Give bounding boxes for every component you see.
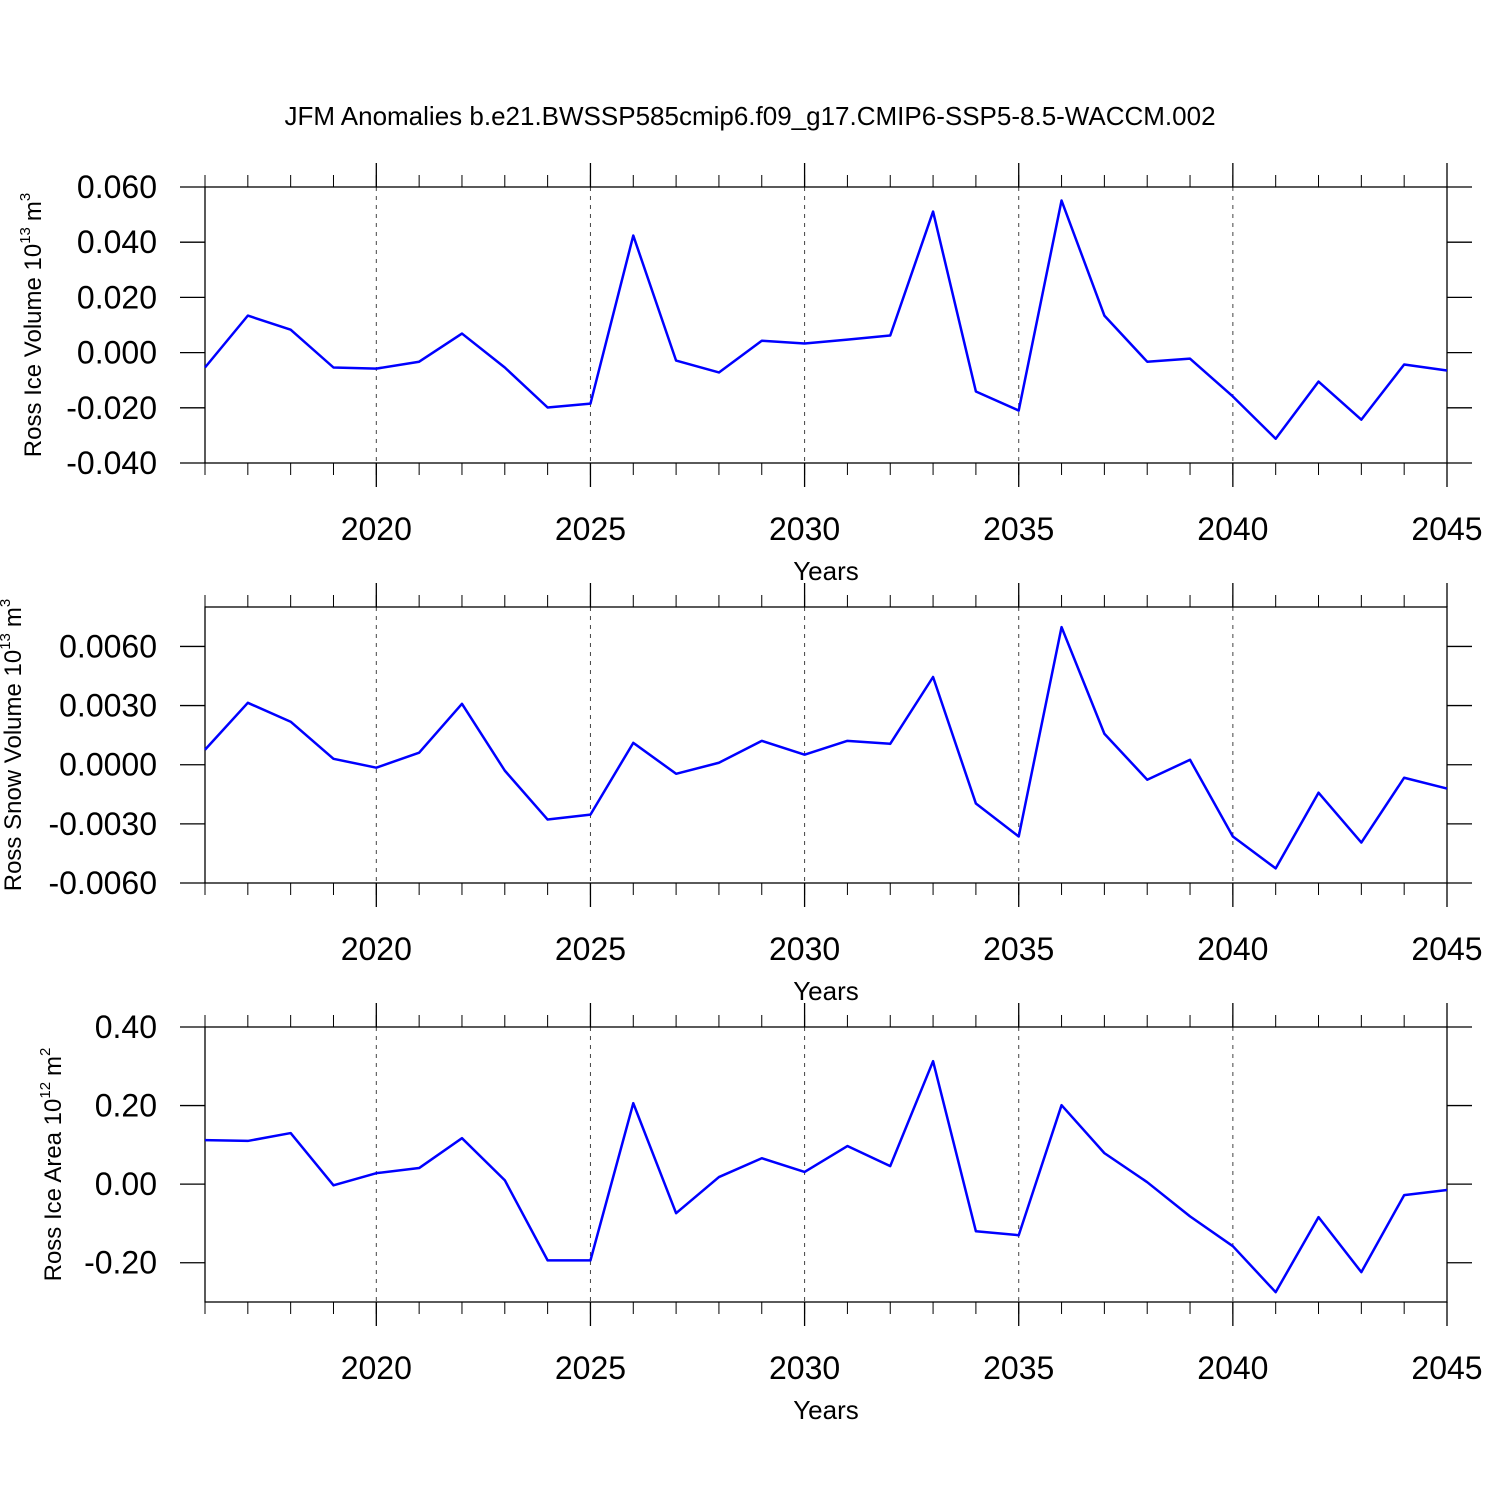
- x-tick-label: 2030: [769, 931, 840, 967]
- chart-title: JFM Anomalies b.e21.BWSSP585cmip6.f09_g1…: [284, 101, 1215, 131]
- y-label-exponent: 13: [0, 633, 14, 650]
- y-tick-label: -0.0030: [48, 806, 157, 842]
- y-label-text: m: [20, 201, 47, 221]
- y-tick-label: 0.40: [95, 1009, 157, 1045]
- x-tick-label: 2035: [983, 931, 1054, 967]
- y-tick-label: 0.000: [77, 335, 157, 371]
- y-tick-label: 0.20: [95, 1088, 157, 1124]
- y-label-exponent: 2: [37, 1048, 54, 1056]
- y-label-exponent: 3: [17, 193, 34, 201]
- x-tick-label: 2025: [555, 1350, 626, 1386]
- y-label-text: m: [0, 607, 27, 627]
- y-label-text: Ross Ice Area 10: [40, 1099, 67, 1282]
- x-tick-label: 2040: [1197, 931, 1268, 967]
- y-label-exponent: 13: [17, 227, 34, 244]
- x-tick-label: 2040: [1197, 1350, 1268, 1386]
- y-axis-label: Ross Ice Volume 1013 m3: [17, 193, 47, 457]
- x-axis-label: Years: [793, 556, 859, 586]
- data-line: [204, 199, 1448, 440]
- x-tick-label: 2030: [769, 1350, 840, 1386]
- plot-frame: [204, 186, 1448, 464]
- y-label-exponent: 3: [0, 599, 14, 607]
- y-label-text: Ross Snow Volume 10: [0, 650, 27, 891]
- y-tick-label: 0.040: [77, 224, 157, 260]
- x-tick-label: 2045: [1411, 1350, 1482, 1386]
- x-tick-label: 2020: [341, 511, 412, 547]
- y-axis-label: Ross Snow Volume 1013 m3: [0, 599, 27, 892]
- plot-frame: [204, 1026, 1448, 1303]
- x-tick-label: 2040: [1197, 511, 1268, 547]
- x-tick-label: 2030: [769, 511, 840, 547]
- y-label-exponent: 12: [37, 1082, 54, 1099]
- y-label-text: Ross Ice Volume 10: [20, 244, 47, 457]
- x-tick-label: 2020: [341, 1350, 412, 1386]
- x-tick-label: 2025: [555, 931, 626, 967]
- y-tick-label: 0.0000: [59, 747, 157, 783]
- y-tick-label: -0.20: [84, 1245, 157, 1281]
- x-axis-label: Years: [793, 976, 859, 1006]
- y-tick-label: 0.060: [77, 169, 157, 205]
- x-axis-label: Years: [793, 1395, 859, 1425]
- y-tick-label: 0.0060: [59, 628, 157, 664]
- y-tick-label: 0.0030: [59, 688, 157, 724]
- x-tick-label: 2045: [1411, 931, 1482, 967]
- y-axis-label: Ross Ice Area 1012 m2: [37, 1048, 67, 1282]
- x-tick-label: 2035: [983, 511, 1054, 547]
- y-tick-label: 0.00: [95, 1166, 157, 1202]
- x-tick-label: 2020: [341, 931, 412, 967]
- x-tick-label: 2025: [555, 511, 626, 547]
- data-line: [204, 625, 1448, 870]
- y-tick-label: 0.020: [77, 279, 157, 315]
- x-tick-label: 2035: [983, 1350, 1054, 1386]
- plot-frame: [204, 606, 1448, 884]
- y-tick-label: -0.040: [66, 445, 157, 481]
- data-line: [204, 1059, 1448, 1294]
- y-tick-label: -0.0060: [48, 865, 157, 901]
- y-label-text: m: [40, 1056, 67, 1076]
- x-tick-label: 2045: [1411, 511, 1482, 547]
- y-tick-label: -0.020: [66, 390, 157, 426]
